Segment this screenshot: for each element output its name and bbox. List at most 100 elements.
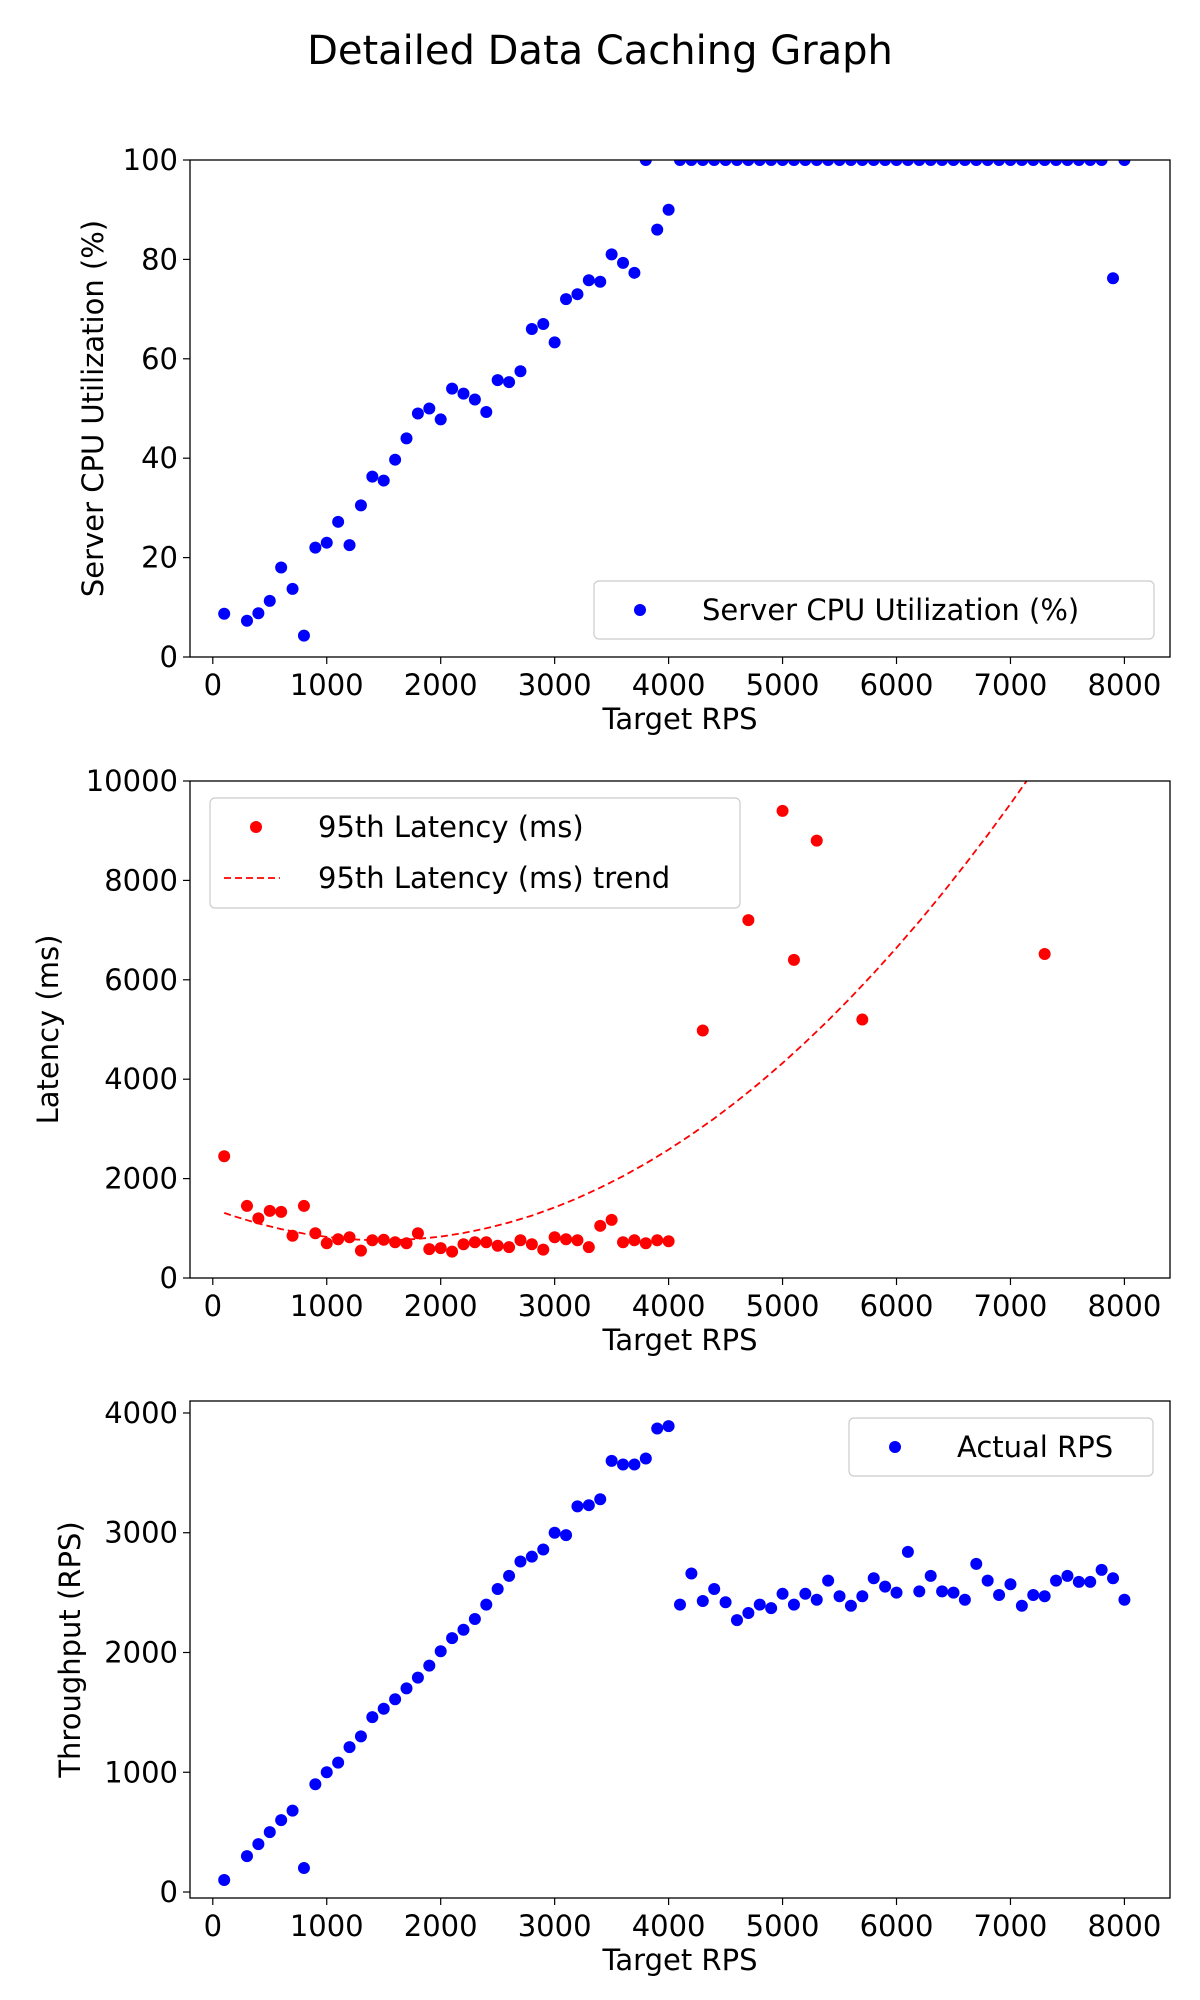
- data-point: [856, 1590, 869, 1603]
- data-point: [867, 1572, 880, 1585]
- data-point: [981, 1574, 994, 1587]
- data-point: [446, 382, 459, 395]
- data-point: [833, 160, 846, 166]
- data-point: [411, 407, 424, 420]
- y-tick-label: 2000: [104, 1162, 178, 1196]
- x-tick-label: 3000: [518, 1289, 592, 1323]
- data-point: [560, 293, 573, 306]
- plot-frame: [189, 159, 1171, 658]
- data-point: [389, 453, 402, 466]
- data-point: [662, 203, 675, 216]
- data-point: [617, 1236, 630, 1249]
- data-point: [787, 1598, 800, 1611]
- data-point: [765, 160, 778, 166]
- data-point: [628, 1234, 641, 1247]
- y-tick-label: 20: [141, 541, 178, 575]
- x-tick-label: 5000: [746, 1909, 820, 1943]
- data-point: [901, 1545, 914, 1558]
- y-tick-label: 2000: [104, 1635, 178, 1669]
- data-point: [605, 1213, 618, 1226]
- data-point: [423, 1659, 436, 1672]
- data-point: [354, 499, 367, 512]
- data-point: [651, 223, 664, 236]
- data-point: [525, 1550, 538, 1563]
- data-point: [525, 322, 538, 335]
- data-point: [377, 1233, 390, 1246]
- y-tick-label: 60: [141, 342, 178, 376]
- chart-panel-3: 0 1000 2000 3000 4000 5000 6000 7000 8000 0 1000 20…: [53, 1396, 1171, 1977]
- data-point: [810, 160, 823, 166]
- data-point: [719, 1596, 732, 1609]
- data-point: [674, 1598, 686, 1611]
- data-point: [525, 1238, 538, 1251]
- data-point: [366, 470, 379, 483]
- legend-point-swatch: [250, 821, 262, 833]
- data-point: [605, 248, 618, 261]
- data-point: [890, 1586, 903, 1599]
- data-point: [1015, 1599, 1028, 1612]
- data-point: [343, 1231, 356, 1244]
- x-axis-label: Target RPS: [602, 702, 758, 736]
- data-point: [457, 1623, 470, 1636]
- data-point: [366, 1711, 379, 1724]
- data-point: [787, 953, 800, 966]
- figure-title: Detailed Data Caching Graph: [307, 28, 893, 74]
- data-point: [776, 1587, 789, 1600]
- data-point: [685, 1567, 698, 1580]
- x-tick-label: 6000: [860, 1909, 934, 1943]
- data-point: [548, 1526, 561, 1539]
- chart-panel-2: 0 1000 2000 3000 4000 5000 6000 7000 8000 0 2000 40…: [31, 764, 1171, 1357]
- x-tick-label: 5000: [746, 1289, 820, 1323]
- data-point: [491, 1239, 504, 1252]
- data-point: [218, 1150, 231, 1163]
- y-tick-label: 6000: [104, 963, 178, 997]
- x-tick-label: 2000: [404, 1909, 478, 1943]
- x-tick-label: 0: [204, 1289, 222, 1323]
- data-point: [947, 160, 960, 166]
- data-point: [844, 160, 857, 166]
- data-point: [1038, 160, 1051, 166]
- data-point: [320, 1766, 333, 1779]
- x-tick-label: 1000: [290, 1909, 364, 1943]
- data-point: [1095, 1563, 1108, 1576]
- data-point: [947, 1586, 960, 1599]
- data-point: [799, 160, 812, 166]
- data-point: [343, 1741, 356, 1754]
- data-point: [1095, 160, 1108, 166]
- data-point: [434, 1645, 447, 1658]
- y-axis-label: Throughput (RPS): [53, 1521, 87, 1778]
- data-point: [617, 1458, 630, 1471]
- data-point: [924, 160, 937, 166]
- data-point: [1027, 1589, 1040, 1602]
- data-point: [423, 402, 436, 415]
- data-point: [332, 1756, 345, 1769]
- data-point: [1061, 1569, 1074, 1582]
- y-tick-label: 3000: [104, 1516, 178, 1550]
- data-point: [354, 1730, 367, 1743]
- data-point: [1027, 160, 1040, 166]
- x-tick-label: 5000: [746, 668, 820, 702]
- y-tick-label: 0: [160, 1261, 178, 1295]
- data-point: [913, 160, 926, 166]
- data-point: [1038, 1590, 1051, 1603]
- data-point: [240, 614, 253, 627]
- data-point: [480, 405, 493, 418]
- data-point: [491, 374, 504, 387]
- data-point: [1004, 160, 1017, 166]
- data-point: [457, 387, 470, 400]
- data-point: [252, 607, 265, 620]
- data-point: [605, 1454, 618, 1467]
- data-point: [981, 160, 994, 166]
- data-point: [1050, 1574, 1063, 1587]
- data-point: [936, 160, 949, 166]
- data-point: [1050, 160, 1063, 166]
- plot-frame: [189, 780, 1171, 1279]
- x-tick-label: 7000: [974, 1289, 1048, 1323]
- y-axis-label: Latency (ms): [31, 935, 65, 1125]
- x-tick-label: 8000: [1088, 668, 1162, 702]
- data-layer: [218, 781, 1051, 1258]
- data-point: [1015, 160, 1028, 166]
- data-point: [434, 1242, 447, 1255]
- x-tick-label: 1000: [290, 668, 364, 702]
- data-point: [263, 1826, 276, 1839]
